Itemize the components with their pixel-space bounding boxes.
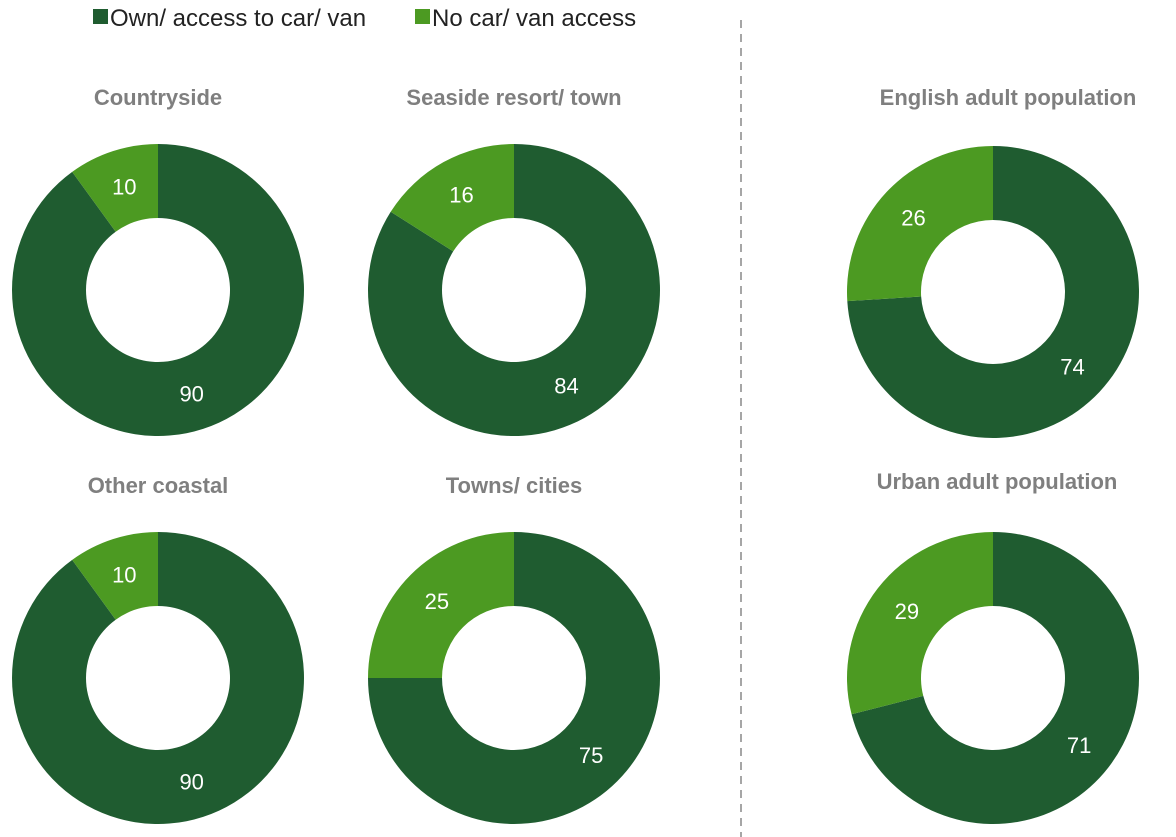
label-no-access-seaside: 16 [449,182,473,207]
slice-own-english-adult [847,146,1139,438]
slice-own-urban-adult [851,532,1139,824]
chart-title-english-adult: English adult population [880,85,1137,110]
chart-title-towns-cities: Towns/ cities [446,473,583,498]
donut-countryside: 90 10 [11,144,305,437]
slice-no-access-seaside [390,144,514,252]
legend-label-no-access: No car/ van access [432,5,636,32]
label-no-access-urban-adult: 29 [895,599,919,624]
label-no-access-other-coastal: 10 [112,562,136,587]
slice-own-towns-cities [368,532,660,824]
legend-swatch-own [93,9,108,24]
label-own-urban-adult: 71 [1067,733,1091,758]
chart-title-other-coastal: Other coastal [88,473,229,498]
slice-no-access-english-adult [847,146,993,302]
donut-urban-adult: 71 29 [847,532,1139,824]
slice-own-seaside [368,144,660,437]
label-no-access-towns-cities: 25 [425,589,449,614]
slice-no-access-towns-cities [368,532,514,678]
label-own-seaside: 84 [554,374,578,399]
label-no-access-countryside: 10 [112,174,136,199]
label-own-countryside: 90 [179,382,203,407]
slice-no-access-countryside [72,144,158,232]
donut-other-coastal: 90 10 [12,532,305,824]
slice-own-countryside [11,144,305,437]
label-no-access-english-adult: 26 [901,205,925,230]
label-own-other-coastal: 90 [179,770,203,795]
legend: Own/ access to car/ van No car/ van acce… [93,5,636,32]
label-own-towns-cities: 75 [579,743,603,768]
slice-no-access-other-coastal [72,532,158,620]
legend-label-own: Own/ access to car/ van [110,5,366,32]
chart-title-seaside: Seaside resort/ town [406,85,621,110]
donut-english-adult: 74 26 [847,146,1139,438]
chart-title-urban-adult: Urban adult population [877,469,1118,494]
slice-own-other-coastal [12,532,305,824]
donut-towns-cities: 75 25 [368,532,660,824]
chart-title-countryside: Countryside [94,85,222,110]
donut-seaside: 84 16 [368,144,660,437]
legend-swatch-no-access [415,9,430,24]
label-own-english-adult: 74 [1060,355,1084,380]
slice-no-access-urban-adult [847,532,993,715]
